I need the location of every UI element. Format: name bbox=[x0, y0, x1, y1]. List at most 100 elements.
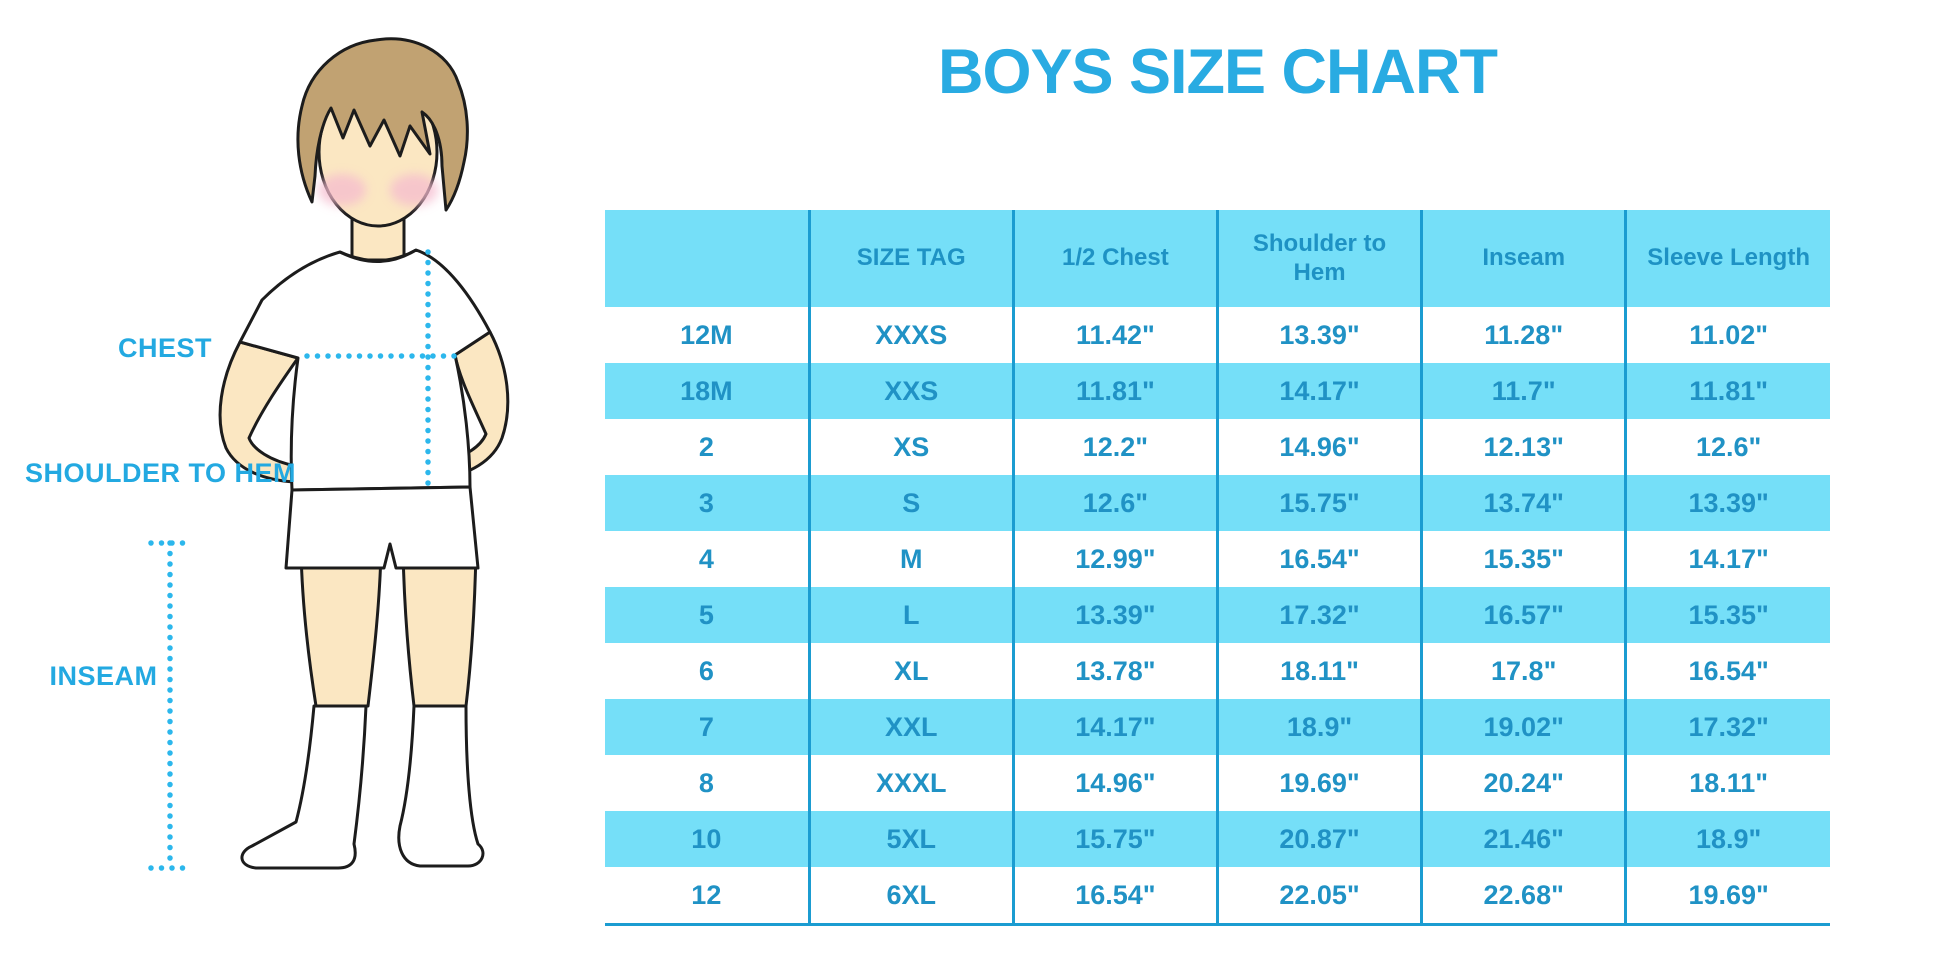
table-cell: 18.9" bbox=[1215, 699, 1422, 755]
table-cell: L bbox=[807, 587, 1014, 643]
table-cell: 13.39" bbox=[1624, 475, 1830, 531]
table-cell: 15.75" bbox=[1215, 475, 1422, 531]
table-cell: 5 bbox=[605, 587, 810, 643]
table-cell: 3 bbox=[605, 475, 810, 531]
boy-right-leg bbox=[401, 548, 478, 708]
table-cell: 11.81" bbox=[1624, 363, 1830, 419]
table-cell: 18.9" bbox=[1624, 811, 1830, 867]
table-cell: 8 bbox=[698, 767, 714, 798]
table-cell: XL bbox=[807, 643, 1014, 699]
table-row: 12 6XL 16.54" 22.05" 22.68" 19.69" bbox=[605, 867, 1830, 925]
table-cell: 16.54" bbox=[1624, 643, 1830, 699]
table-row: 4 M 12.99" 16.54" 15.35" 14.17" bbox=[605, 531, 1830, 587]
table-cell: 7 bbox=[605, 699, 810, 755]
table-cell: 21.46" bbox=[1420, 811, 1626, 867]
table-cell: 11.28" bbox=[1420, 307, 1626, 363]
header-half-chest: 1/2 Chest bbox=[1011, 210, 1218, 307]
table-cell: 12.99" bbox=[1011, 531, 1218, 587]
table-cell: 11.81" bbox=[1011, 363, 1218, 419]
table-row: 5 L 13.39" 17.32" 16.57" 15.35" bbox=[605, 587, 1830, 643]
table-cell: 5XL bbox=[807, 811, 1014, 867]
table-cell: 14.96" bbox=[1215, 419, 1422, 475]
header-sleeve-length: Sleeve Length bbox=[1624, 210, 1830, 307]
table-cell: 19.69" bbox=[1624, 867, 1830, 925]
header-shoulder-to-hem: Shoulder to Hem bbox=[1215, 210, 1422, 307]
size-chart-table: SIZE TAG 1/2 Chest Shoulder to Hem Insea… bbox=[605, 210, 1830, 926]
table-cell: XXXL bbox=[807, 755, 1014, 811]
table-cell: 12.2" bbox=[1011, 419, 1218, 475]
table-cell: 11.7" bbox=[1420, 363, 1626, 419]
table-cell: 19.69" bbox=[1215, 755, 1422, 811]
table-header-row: SIZE TAG 1/2 Chest Shoulder to Hem Insea… bbox=[605, 210, 1830, 307]
table-cell: 20.87" bbox=[1215, 811, 1422, 867]
table-cell: 2 bbox=[698, 431, 714, 462]
table-cell: 10 bbox=[605, 811, 810, 867]
table-cell: 17.32" bbox=[1215, 587, 1422, 643]
table-cell: 18M bbox=[605, 363, 810, 419]
table-cell: 14.96" bbox=[1011, 755, 1218, 811]
table-cell: 14.17" bbox=[1624, 531, 1830, 587]
page-title: BOYS SIZE CHART bbox=[937, 37, 1498, 107]
header-size-tag: SIZE TAG bbox=[807, 210, 1014, 307]
boy-collar-line bbox=[339, 248, 417, 263]
table-row: 8 XXXL 14.96" 19.69" 20.24" 18.11" bbox=[605, 755, 1830, 811]
table-cell: 12.13" bbox=[1420, 419, 1626, 475]
table-cell: 4 bbox=[698, 543, 714, 574]
table-cell: XXXS bbox=[807, 307, 1014, 363]
table-row: 18M XXS 11.81" 14.17" 11.7" 11.81" bbox=[605, 363, 1830, 419]
table-cell: XXS bbox=[807, 363, 1014, 419]
table-cell: 16.54" bbox=[1215, 531, 1422, 587]
table-row: 7 XXL 14.17" 18.9" 19.02" 17.32" bbox=[605, 699, 1830, 755]
boy-cheek-right bbox=[390, 174, 438, 206]
boy-left-leg bbox=[299, 548, 383, 708]
chest-label: CHEST bbox=[117, 333, 212, 363]
table-cell: 19.02" bbox=[1420, 699, 1626, 755]
table-cell: 13.74" bbox=[1420, 475, 1626, 531]
table-cell: 15.35" bbox=[1420, 531, 1626, 587]
table-cell: 15.35" bbox=[1624, 587, 1830, 643]
table-row: 2 XS 12.2" 14.96" 12.13" 12.6" bbox=[605, 419, 1830, 475]
boy-hair bbox=[296, 37, 469, 212]
table-cell: 17.8" bbox=[1420, 643, 1626, 699]
table-cell: 13.78" bbox=[1011, 643, 1218, 699]
size-table-body: 12M XXXS 11.42" 13.39" 11.28" 11.02" 18M XXS 11.… bbox=[605, 307, 1830, 925]
table-cell: 11.42" bbox=[1011, 307, 1218, 363]
boy-left-sock bbox=[240, 704, 368, 870]
table-row: 6 XL 13.78" 18.11" 17.8" 16.54" bbox=[605, 643, 1830, 699]
table-cell: 13.39" bbox=[1011, 587, 1218, 643]
table-cell: 13.39" bbox=[1215, 307, 1422, 363]
table-cell: 6XL bbox=[807, 867, 1014, 925]
boy-right-sock bbox=[397, 704, 485, 868]
table-cell: 12 bbox=[691, 879, 722, 910]
table-cell: 17.32" bbox=[1624, 699, 1830, 755]
table-cell: 6 bbox=[698, 655, 714, 686]
table-cell: 14.17" bbox=[1215, 363, 1422, 419]
table-cell: XXL bbox=[807, 699, 1014, 755]
table-cell: 22.68" bbox=[1420, 867, 1626, 925]
table-cell: S bbox=[807, 475, 1014, 531]
table-cell: 12.6" bbox=[1011, 475, 1218, 531]
header-size-column bbox=[605, 210, 810, 307]
inseam-label: INSEAM bbox=[49, 661, 158, 691]
table-row: 3 S 12.6" 15.75" 13.74" 13.39" bbox=[605, 475, 1830, 531]
boy-cheek-left bbox=[318, 174, 366, 206]
table-row: 12M XXXS 11.42" 13.39" 11.28" 11.02" bbox=[605, 307, 1830, 363]
header-inseam: Inseam bbox=[1420, 210, 1626, 307]
table-cell: 18.11" bbox=[1215, 643, 1422, 699]
table-cell: 14.17" bbox=[1011, 699, 1218, 755]
table-cell: M bbox=[807, 531, 1014, 587]
table-cell: 16.57" bbox=[1420, 587, 1626, 643]
table-cell: 20.24" bbox=[1420, 755, 1626, 811]
table-row: 10 5XL 15.75" 20.87" 21.46" 18.9" bbox=[605, 811, 1830, 867]
table-cell: 12.6" bbox=[1624, 419, 1830, 475]
boy-illustration bbox=[148, 37, 510, 871]
table-cell: 16.54" bbox=[1011, 867, 1218, 925]
table-cell: 11.02" bbox=[1624, 307, 1830, 363]
boy-shorts bbox=[284, 485, 480, 570]
table-cell: XS bbox=[807, 419, 1014, 475]
table-cell: 22.05" bbox=[1215, 867, 1422, 925]
table-cell: 12M bbox=[680, 319, 733, 350]
table-cell: 18.11" bbox=[1624, 755, 1830, 811]
shoulder-to-hem-label: SHOULDER TO HEM bbox=[24, 458, 296, 488]
